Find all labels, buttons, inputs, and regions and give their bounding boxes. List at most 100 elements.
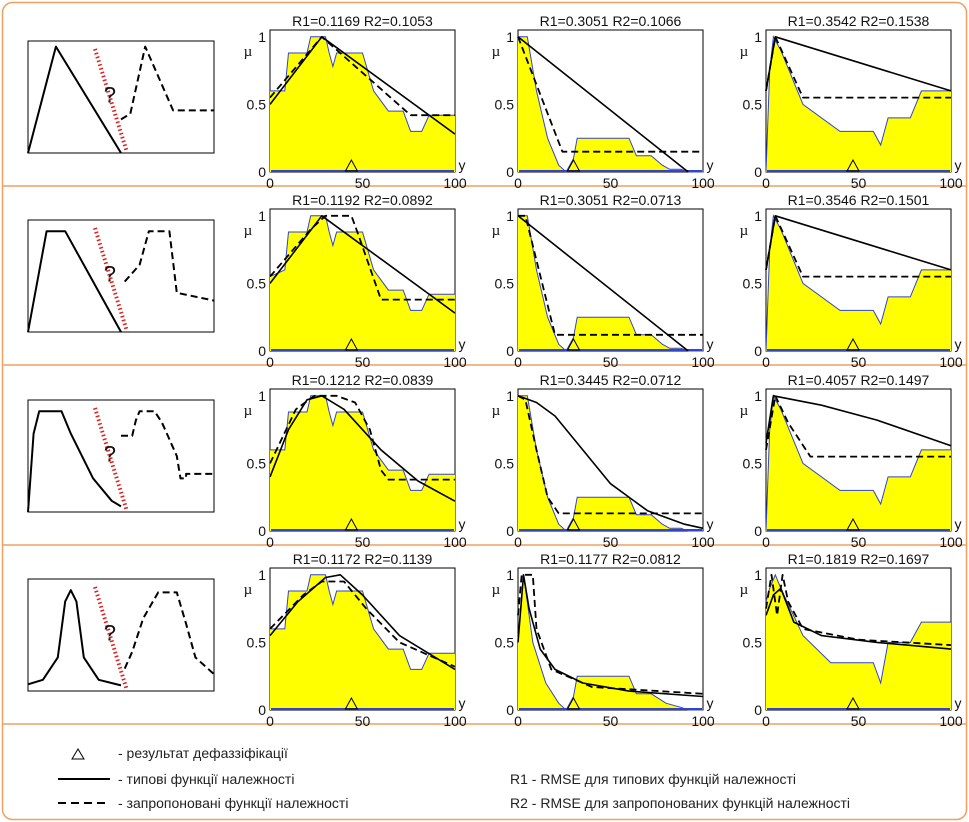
x-tick-label: 50 — [851, 534, 867, 550]
panel: R1=0.1192 R2=0.0892 0 50 100 0 0.5 1µ y — [244, 192, 467, 370]
thumbnail-known-mf — [27, 410, 122, 513]
panel: R1=0.1819 R2=0.1697 0 50 100 0 0.5 1µ y — [740, 551, 963, 729]
y-tick-label: 0 — [258, 343, 266, 359]
x-tick-label: 50 — [603, 175, 619, 191]
x-axis-label: y — [459, 336, 466, 352]
y-tick-label: 0.5 — [247, 455, 267, 471]
aggregated-output-outline — [269, 215, 455, 311]
typical-mf-line — [765, 35, 952, 92]
panel: R1=0.1169 R2=0.1053 0 50 100 0 0.5 1µ y — [244, 13, 467, 191]
y-tick-label: 1 — [258, 388, 266, 404]
thumbnail-question-mark: ? — [104, 621, 116, 646]
aggregated-output-fill — [766, 36, 951, 172]
x-tick-label: 0 — [514, 713, 522, 729]
typical-mf-line — [269, 215, 456, 314]
thumbnail-question-mark: ? — [104, 262, 116, 287]
y-tick-label: 0 — [506, 702, 514, 718]
x-axis-label: y — [955, 516, 962, 532]
typical-mf-line — [517, 215, 689, 352]
y-tick-label: 0.5 — [743, 634, 763, 650]
aggregated-output-fill — [518, 36, 703, 172]
panel-title: R1=0.1169 R2=0.1053 — [292, 13, 433, 29]
x-tick-label: 100 — [443, 354, 467, 370]
aggregated-output-fill — [518, 215, 703, 351]
x-tick-label: 0 — [514, 354, 522, 370]
x-tick-label: 100 — [691, 354, 715, 370]
y-axis-label: µ — [740, 223, 749, 239]
x-tick-label: 0 — [762, 175, 770, 191]
y-tick-label: 0 — [506, 164, 514, 180]
y-axis-label: µ — [244, 403, 253, 419]
aggregated-output-fill — [270, 36, 455, 172]
x-tick-label: 50 — [355, 354, 371, 370]
panel: R1=0.3542 R2=0.1538 0 50 100 0 0.5 1µ y — [740, 13, 963, 191]
shape-thumbnail — [27, 578, 215, 692]
y-tick-label: 0 — [258, 702, 266, 718]
proposed-mf-line — [765, 214, 951, 278]
y-tick-label: 1 — [506, 29, 514, 45]
panel-title: R1=0.1172 R2=0.1139 — [293, 551, 433, 567]
shape-thumbnail — [27, 399, 215, 513]
aggregated-output-outline — [518, 215, 703, 352]
x-tick-label: 0 — [762, 713, 770, 729]
y-axis-label: µ — [244, 44, 253, 60]
y-tick-label: 0.5 — [495, 634, 515, 650]
aggregated-output-outline — [270, 36, 455, 132]
y-axis-label: µ — [492, 44, 501, 60]
defuzz-marker — [566, 696, 581, 710]
aggregated-output-fill — [270, 574, 455, 710]
proposed-mf-line — [269, 394, 455, 481]
x-tick-label: 0 — [266, 534, 274, 550]
y-tick-label: 0.5 — [247, 96, 267, 112]
x-tick-label: 100 — [939, 354, 963, 370]
thumbnail-unknown-mf — [123, 591, 215, 675]
panel-title: R1=0.3546 R2=0.1501 — [788, 192, 930, 208]
x-tick-label: 0 — [266, 713, 274, 729]
x-tick-label: 100 — [691, 175, 715, 191]
panel-title: R1=0.3051 R2=0.0713 — [540, 192, 682, 208]
y-tick-label: 1 — [754, 208, 762, 224]
aggregated-output-outline — [765, 35, 951, 173]
x-tick-label: 50 — [355, 713, 371, 729]
typical-mf-line — [765, 215, 952, 271]
panel: R1=0.1172 R2=0.1139 0 50 100 0 0.5 1µ y — [244, 551, 467, 729]
proposed-mf-line — [269, 580, 456, 668]
y-tick-label: 0.5 — [247, 634, 267, 650]
panel-title: R1=0.3051 R2=0.1066 — [540, 13, 682, 29]
x-tick-label: 50 — [603, 354, 619, 370]
legend-typical-label: - типові функції належності — [118, 771, 294, 787]
y-tick-label: 0.5 — [743, 275, 763, 291]
aggregated-output-fill — [518, 574, 703, 710]
x-axis-label: y — [459, 157, 466, 173]
y-tick-label: 0 — [754, 164, 762, 180]
thumbnail-boundary — [93, 586, 129, 690]
x-tick-label: 100 — [443, 175, 467, 191]
thumbnail-unknown-mf — [120, 45, 214, 121]
y-tick-label: 0.5 — [495, 455, 515, 471]
aggregated-output-outline — [270, 574, 455, 670]
y-tick-label: 1 — [506, 567, 514, 583]
aggregated-output-outline — [765, 214, 951, 352]
y-tick-label: 0 — [754, 523, 762, 539]
panel: R1=0.3546 R2=0.1501 0 50 100 0 0.5 1µ y — [740, 192, 963, 370]
x-axis-label: y — [955, 336, 962, 352]
aggregated-output-outline — [518, 36, 703, 173]
aggregated-output-outline — [765, 573, 951, 685]
defuzz-marker — [566, 337, 581, 351]
y-axis-label: µ — [244, 582, 253, 598]
legend: - результат дефаззіфікації - типові функ… — [58, 745, 850, 811]
y-axis-label: µ — [244, 223, 253, 239]
panel: R1=0.1212 R2=0.0839 0 50 100 0 0.5 1µ y — [244, 372, 467, 550]
panel: R1=0.1177 R2=0.0812 0 50 100 0 0.5 1µ y — [492, 551, 715, 729]
panel-title: R1=0.4057 R2=0.1497 — [788, 372, 930, 388]
y-tick-label: 0 — [506, 523, 514, 539]
x-tick-label: 0 — [762, 534, 770, 550]
x-tick-label: 100 — [939, 534, 963, 550]
proposed-mf-line — [765, 394, 951, 458]
x-tick-label: 50 — [355, 175, 371, 191]
panel-title: R1=0.1819 R2=0.1697 — [788, 551, 930, 567]
shape-thumbnail — [27, 40, 215, 154]
